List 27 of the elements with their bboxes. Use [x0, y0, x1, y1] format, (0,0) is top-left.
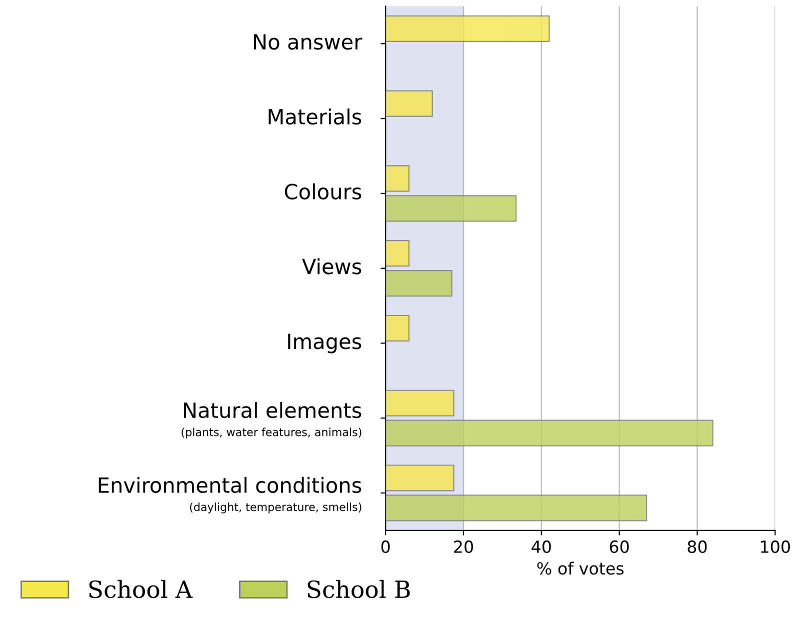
x-tick-label: 40 [532, 540, 551, 554]
x-tick-label: 80 [688, 540, 707, 554]
bar [386, 240, 410, 267]
legend-label: School B [308, 580, 410, 598]
y-tick-label: Natural elements (plants, water features, animals) [182, 402, 362, 438]
bar [386, 390, 454, 416]
x-tick-label: 60 [610, 540, 629, 554]
y-tick-label: Colours [284, 183, 362, 200]
bar [386, 494, 648, 522]
y-tick-label: No answer [254, 34, 362, 50]
x-tick-label: 20 [454, 540, 473, 554]
x-tick-label: 100 [761, 540, 790, 554]
bar [386, 165, 410, 192]
bar [386, 420, 714, 446]
y-tick-label: Views [302, 258, 362, 274]
x-axis-title: % of votes [537, 562, 624, 575]
y-tick-label: Materials [268, 108, 362, 125]
bar [386, 195, 517, 222]
bar [386, 314, 410, 342]
x-tick-label: 0 [381, 540, 390, 554]
bar [386, 90, 433, 117]
bar [386, 270, 452, 297]
legend-label: School A [89, 580, 193, 598]
bar [386, 15, 550, 42]
bar [386, 464, 454, 492]
y-tick-label: Images [288, 334, 362, 354]
y-tick-label: Environmental conditions (daylight, temperature, smells) [98, 476, 362, 514]
